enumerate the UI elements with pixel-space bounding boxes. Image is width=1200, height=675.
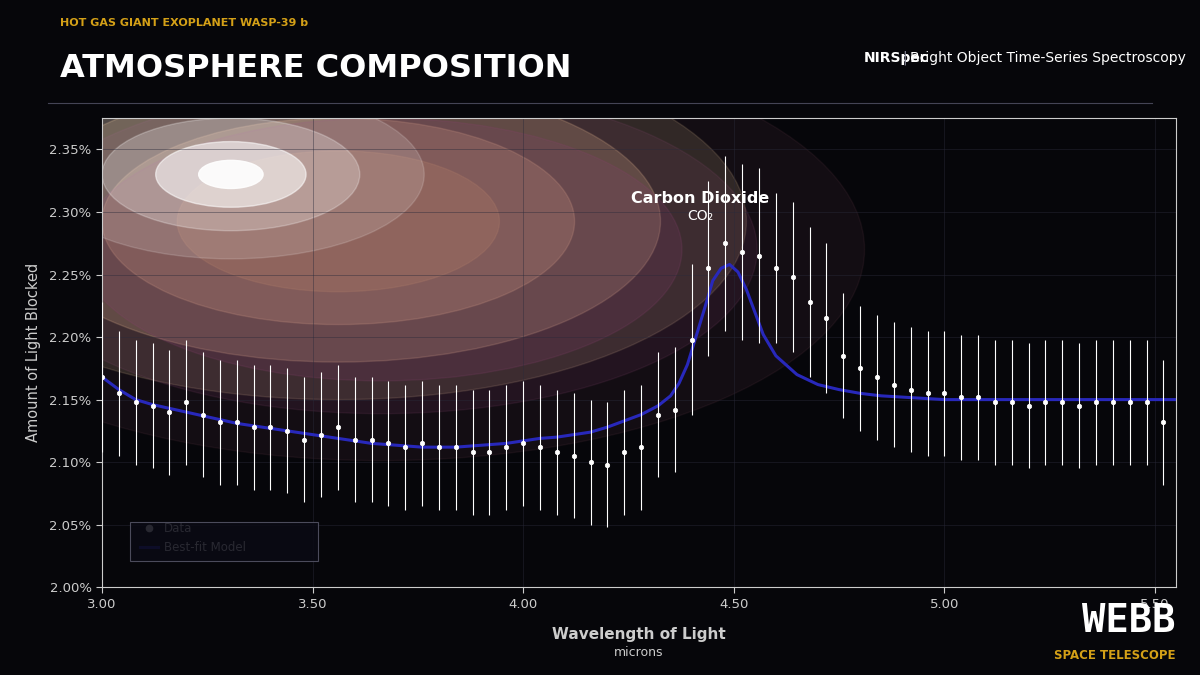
Circle shape (5, 85, 757, 414)
Y-axis label: Amount of Light Blocked: Amount of Light Blocked (26, 263, 41, 442)
Circle shape (16, 80, 660, 362)
Text: NIRSpec: NIRSpec (864, 51, 929, 65)
Circle shape (156, 142, 306, 207)
Text: microns: microns (614, 646, 664, 659)
Text: ATMOSPHERE COMPOSITION: ATMOSPHERE COMPOSITION (60, 53, 571, 84)
Circle shape (0, 43, 746, 400)
Legend: Data, Best-fit Model: Data, Best-fit Model (136, 518, 251, 559)
Text: HOT GAS GIANT EXOPLANET WASP-39 b: HOT GAS GIANT EXOPLANET WASP-39 b (60, 18, 308, 28)
Bar (130, 522, 318, 562)
Circle shape (80, 118, 682, 381)
Circle shape (37, 90, 425, 259)
Text: CO₂: CO₂ (688, 209, 713, 223)
Circle shape (102, 118, 575, 325)
Circle shape (0, 38, 864, 460)
Text: Carbon Dioxide: Carbon Dioxide (631, 191, 769, 206)
Text: Wavelength of Light: Wavelength of Light (552, 627, 726, 642)
Circle shape (178, 151, 499, 292)
Text: |: | (902, 51, 907, 65)
Text: Bright Object Time-Series Spectroscopy: Bright Object Time-Series Spectroscopy (910, 51, 1186, 65)
Circle shape (102, 118, 360, 231)
Text: WEBB: WEBB (1082, 602, 1176, 640)
Circle shape (199, 161, 263, 188)
Text: SPACE TELESCOPE: SPACE TELESCOPE (1055, 649, 1176, 662)
